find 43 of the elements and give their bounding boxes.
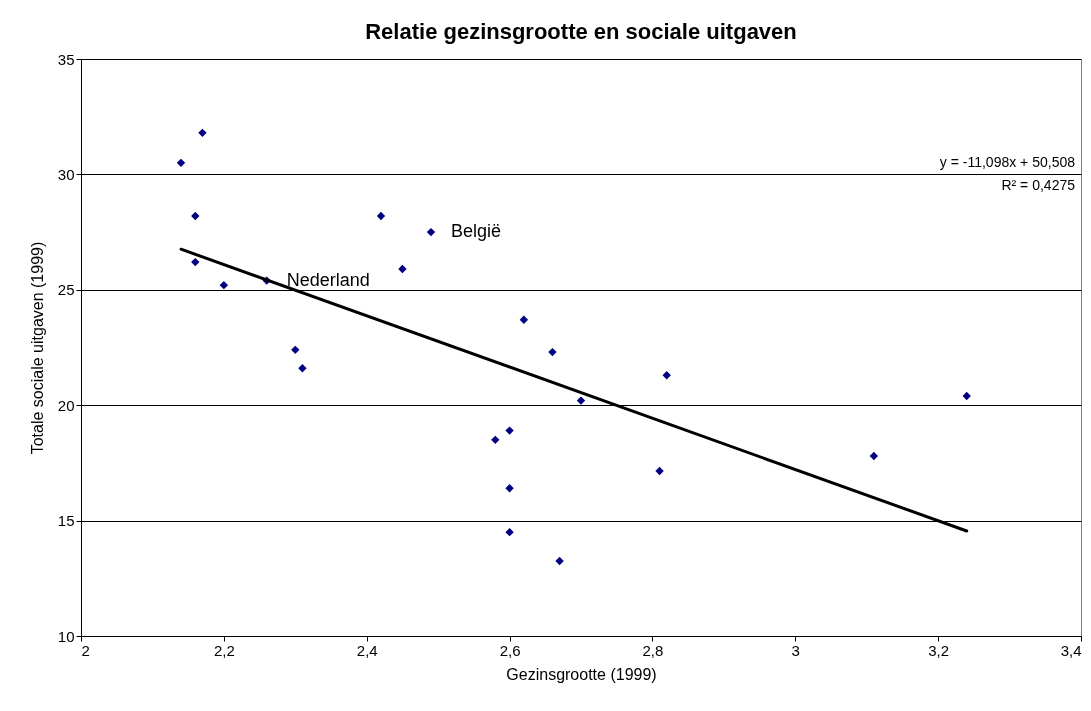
point [219, 281, 229, 290]
point [505, 527, 514, 537]
y-tick-label: 15 [57, 512, 75, 530]
point [548, 347, 557, 357]
point [398, 264, 407, 274]
y-tick-label: 10 [57, 627, 75, 645]
x-tick-label: 3,2 [928, 641, 950, 659]
point [962, 391, 971, 401]
point [298, 364, 307, 373]
y-tick-label: 35 [57, 50, 75, 68]
point [491, 435, 500, 444]
y-tick-label: 20 [57, 396, 75, 414]
x-tick-label: 3 [791, 641, 800, 659]
x-tick-label: 2 [81, 641, 90, 659]
annotation: R² = 0,4275 [1001, 177, 1076, 193]
point [505, 426, 514, 435]
point [291, 345, 300, 354]
x-tick-label: 2,4 [356, 641, 378, 659]
x-tick-label: 3,4 [1060, 641, 1082, 659]
point [869, 451, 879, 461]
x-tick-label: 2,8 [642, 641, 664, 659]
point [576, 396, 586, 405]
point [198, 128, 207, 138]
annotation: België [451, 221, 502, 242]
point [519, 315, 529, 324]
x-tick-label: 2,2 [213, 641, 235, 659]
annotation: y = -11,098x + 50,508 [939, 154, 1076, 170]
point [191, 257, 200, 267]
point [662, 371, 671, 380]
x-tick-label: 2,6 [499, 641, 521, 659]
point [376, 211, 386, 221]
point [505, 484, 514, 493]
x-axis-title: Gezinsgrootte (1999) [506, 665, 657, 683]
chart-title: Relatie gezinsgrootte en sociale uitgaven [365, 19, 797, 44]
point [555, 556, 564, 566]
point [191, 211, 200, 221]
point [426, 227, 436, 237]
y-axis-title: Totale sociale uitgaven (1999) [28, 241, 46, 455]
annotation: Nederland [286, 269, 370, 290]
point [176, 158, 186, 168]
point [655, 466, 664, 476]
y-tick-label: 25 [57, 281, 75, 299]
y-tick-label: 30 [57, 165, 75, 183]
